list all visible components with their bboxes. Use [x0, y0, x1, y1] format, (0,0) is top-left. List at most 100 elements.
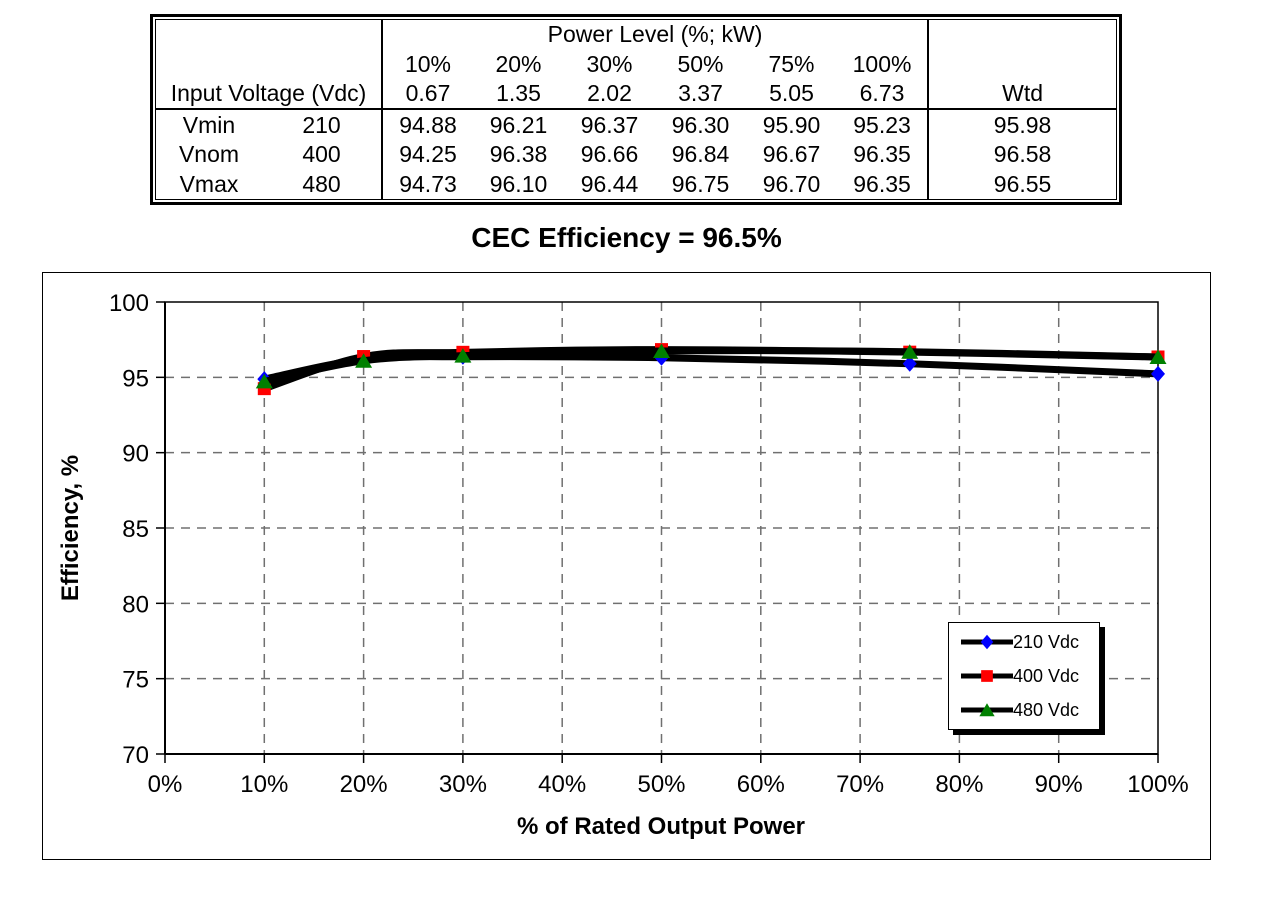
x-tick-label: 80%: [935, 771, 983, 798]
legend-marker-square-icon: [961, 665, 1013, 687]
spacer-cell: [928, 49, 1116, 78]
value-cell: 96.70: [762, 170, 821, 197]
wtd-cell: 96.58: [993, 141, 1052, 168]
pct-header: 75%: [768, 50, 815, 77]
x-tick-label: 10%: [240, 771, 288, 798]
row-vdc: 480: [262, 169, 383, 199]
y-tick-label: 100: [109, 290, 149, 317]
legend-marker-diamond-icon: [961, 631, 1013, 653]
x-tick-label: 30%: [439, 771, 487, 798]
kw-header: 0.67: [382, 78, 473, 111]
efficiency-chart: 70 75 80 85 90 95 100 0% 10% 20% 30% 40% 50% 60% 70% 80…: [109, 290, 1189, 798]
efficiency-table: Power Level (%; kW) 10% 20% 30% 50% 75% …: [150, 14, 1122, 205]
diamond-marker: [980, 634, 994, 650]
triangle-marker: [1149, 349, 1167, 364]
value-cell: 96.35: [837, 169, 930, 199]
kw-header: 6.73: [837, 78, 930, 111]
y-axis-title: Efficiency, %: [57, 454, 84, 602]
row-vdc: 210: [262, 109, 383, 140]
legend-label: 480 Vdc: [1013, 699, 1080, 720]
value-cell: 96.44: [580, 170, 639, 197]
row-label: Vmax: [179, 170, 239, 197]
y-tick-label: 85: [122, 516, 149, 543]
triangle-marker: [979, 703, 995, 717]
x-tick-label: 20%: [340, 771, 388, 798]
chart-legend: 210 Vdc 400 Vdc 480 Vdc: [948, 622, 1100, 730]
table-row-power-header: Power Level (%; kW): [156, 20, 1116, 50]
value-cell: 95.90: [762, 111, 821, 138]
diamond-marker: [1151, 365, 1165, 382]
triangle-marker: [653, 343, 670, 358]
y-tick-label: 95: [122, 365, 149, 392]
spacer-cell: [156, 49, 383, 79]
chart-title: CEC Efficiency = 96.5%: [471, 222, 782, 253]
y-tick-label: 75: [122, 667, 149, 694]
kw-header: 5.05: [746, 78, 837, 111]
x-tick-label: 0%: [148, 771, 183, 798]
row-label: Vmin: [182, 111, 236, 138]
table-row-kw-header: Input Voltage (Vdc) 0.67 1.35 2.02 3.37 …: [156, 78, 1117, 111]
kw-header: 3.37: [655, 78, 746, 111]
value-cell: 94.73: [399, 170, 457, 197]
legend-entry-210vdc: 210 Vdc: [949, 631, 1099, 653]
value-cell: 96.21: [489, 111, 548, 138]
legend-label: 400 Vdc: [1013, 665, 1080, 686]
legend-entry-480vdc: 480 Vdc: [949, 699, 1099, 721]
x-tick-label: 100%: [1127, 771, 1188, 798]
pct-header: 20%: [495, 50, 542, 77]
kw-header: 1.35: [473, 78, 564, 111]
chart-area: 70 75 80 85 90 95 100 0% 10% 20% 30% 40% 50% 60% 70% 80…: [42, 272, 1211, 860]
value-cell: 96.67: [762, 141, 821, 168]
table-row-vmax: Vmax 480 94.73 96.10 96.44 96.75 96.70 9…: [156, 169, 1116, 199]
row-vdc: 400: [262, 139, 383, 170]
pct-header: 10%: [404, 50, 452, 77]
y-tick-label: 80: [122, 591, 149, 618]
spacer-cell: [928, 20, 1116, 49]
value-cell: 96.84: [671, 141, 730, 168]
pct-header: 50%: [677, 50, 724, 77]
value-cell: 96.35: [837, 139, 930, 170]
legend-marker-triangle-icon: [961, 699, 1013, 721]
legend-entry-400vdc: 400 Vdc: [949, 665, 1099, 687]
x-tick-label: 90%: [1035, 771, 1083, 798]
x-axis-title: % of Rated Output Power: [517, 813, 805, 840]
input-voltage-label: Input Voltage (Vdc): [156, 78, 383, 111]
efficiency-table-inner: Power Level (%; kW) 10% 20% 30% 50% 75% …: [155, 19, 1117, 200]
power-level-header: Power Level (%; kW): [382, 20, 930, 50]
efficiency-data-table: Power Level (%; kW) 10% 20% 30% 50% 75% …: [156, 20, 1117, 199]
table-row-vmin: Vmin 210 94.88 96.21 96.37 96.30 95.90 9…: [156, 109, 1116, 140]
diamond-marker: [902, 355, 917, 372]
y-tick-label: 90: [122, 441, 149, 468]
x-tick-label: 40%: [538, 771, 586, 798]
triangle-marker: [454, 348, 472, 363]
table-row-percent-header: 10% 20% 30% 50% 75% 100%: [156, 49, 1116, 79]
legend-label: 210 Vdc: [1013, 631, 1080, 652]
x-tick-label: 60%: [737, 771, 785, 798]
pct-header: 30%: [586, 50, 633, 77]
value-cell: 96.75: [671, 170, 730, 197]
value-cell: 94.88: [399, 111, 457, 138]
triangle-marker: [255, 373, 273, 389]
triangle-marker: [901, 344, 919, 359]
y-tick-label: 70: [122, 742, 149, 769]
kw-header: 2.02: [564, 78, 655, 111]
value-cell: 96.38: [489, 141, 548, 168]
x-tick-label: 50%: [637, 771, 685, 798]
table-row-vnom: Vnom 400 94.25 96.38 96.66 96.84 96.67 9…: [156, 139, 1116, 170]
value-cell: 94.25: [399, 141, 457, 168]
value-cell: 96.37: [580, 111, 639, 138]
wtd-cell: 95.98: [993, 111, 1052, 138]
triangle-marker: [355, 353, 373, 368]
pct-header: 100%: [837, 49, 930, 79]
square-marker: [981, 670, 993, 682]
value-cell: 96.30: [671, 111, 730, 138]
value-cell: 95.23: [837, 109, 930, 140]
spacer-cell: [156, 20, 383, 50]
value-cell: 96.66: [580, 141, 639, 168]
row-label: Vnom: [178, 141, 240, 168]
x-tick-label: 70%: [836, 771, 884, 798]
wtd-cell: 96.55: [993, 170, 1052, 197]
wtd-header: Wtd: [928, 78, 1117, 111]
value-cell: 96.10: [489, 170, 548, 197]
